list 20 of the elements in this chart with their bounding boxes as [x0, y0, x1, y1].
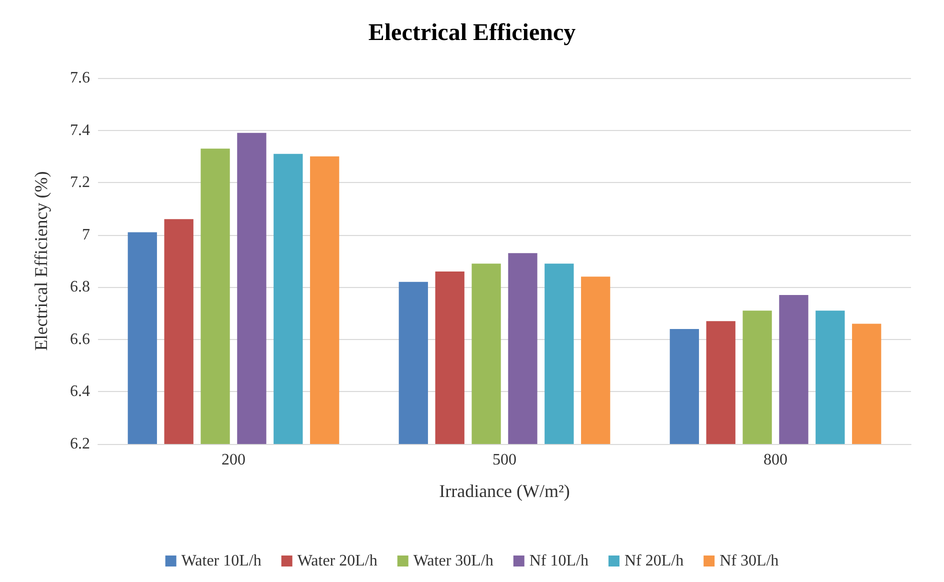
legend-label: Water 10L/h	[181, 552, 262, 570]
y-tick-label: 6.6	[70, 330, 90, 348]
y-tick-label: 7	[82, 226, 90, 244]
legend-label: Nf 10L/h	[529, 552, 588, 570]
y-tick-label: 7.2	[70, 174, 90, 192]
x-axis-title: Irradiance (W/m²)	[439, 481, 570, 501]
x-tick-label: 800	[764, 452, 788, 468]
y-tick-label: 6.2	[70, 436, 90, 452]
chart-title: Electrical Efficiency	[368, 20, 576, 46]
legend-label: Water 20L/h	[297, 552, 378, 570]
x-tick-label: 200	[222, 452, 246, 468]
legend-label: Nf 30L/h	[720, 552, 779, 570]
y-tick-label: 6.4	[70, 383, 90, 400]
legend-label: Nf 20L/h	[624, 552, 684, 570]
y-tick-label: 7.4	[70, 122, 90, 139]
legend-label: Water 30L/h	[413, 552, 494, 570]
x-tick-label: 500	[492, 452, 516, 468]
y-tick-label: 7.6	[70, 70, 90, 86]
y-tick-label: 6.8	[70, 278, 90, 296]
y-axis-title: Electrical Efficiency (%)	[31, 171, 51, 351]
